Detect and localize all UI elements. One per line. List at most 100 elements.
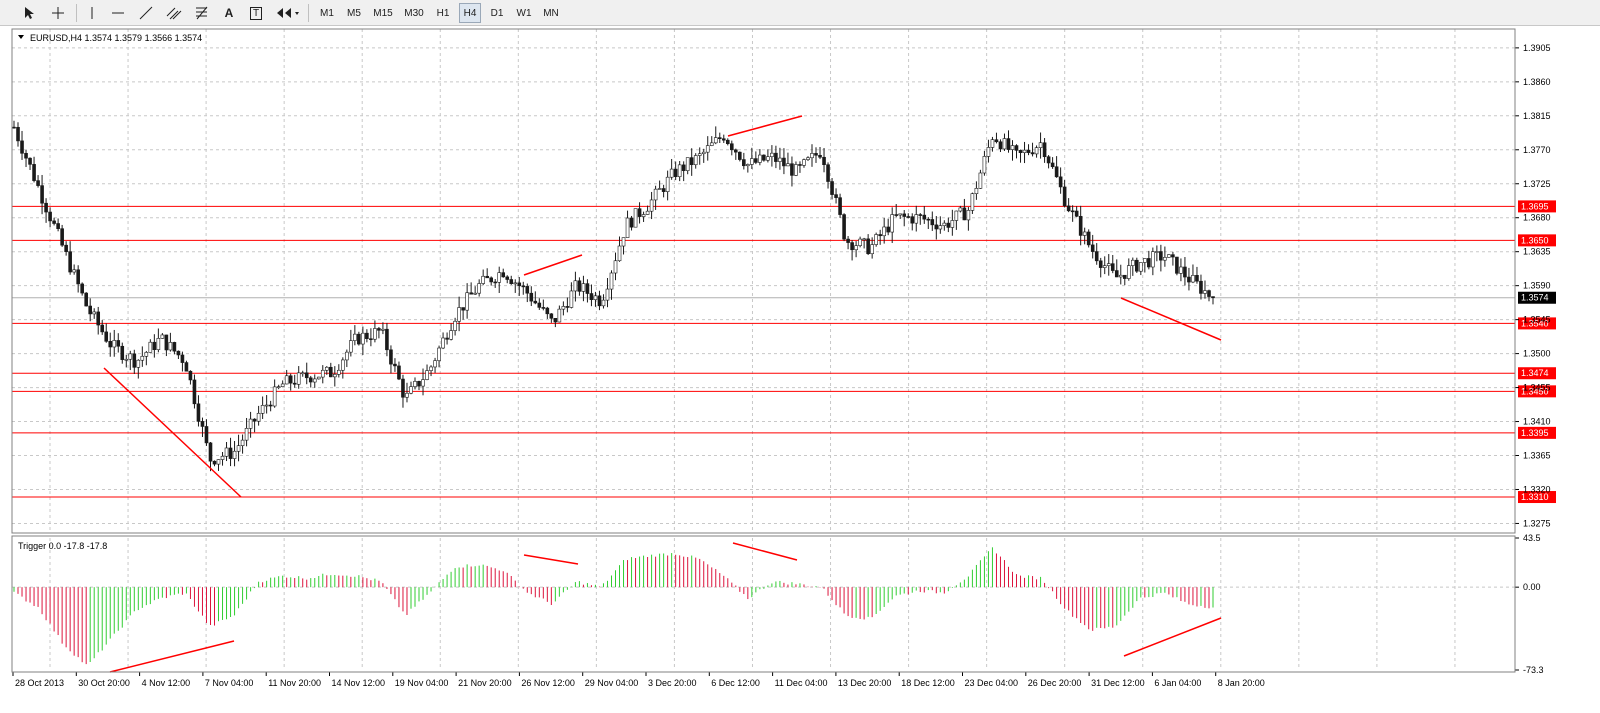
time-label: 6 Dec 12:00 xyxy=(711,678,760,688)
divergence-trendline[interactable] xyxy=(523,254,583,276)
candle xyxy=(918,213,923,225)
candle xyxy=(1006,130,1011,153)
timeframe-d1-button[interactable]: D1 xyxy=(490,7,504,19)
candle xyxy=(1110,254,1115,274)
candle xyxy=(64,241,68,256)
timeframe-m15-button[interactable]: M15 xyxy=(373,7,393,19)
level-price-label: 1.3450 xyxy=(1521,386,1549,396)
candle xyxy=(425,364,429,381)
candle xyxy=(204,419,209,446)
level-price-label: 1.3395 xyxy=(1521,428,1549,438)
divergence-trendline[interactable] xyxy=(1120,297,1222,341)
timeframe-mn-button[interactable]: MN xyxy=(543,7,559,19)
candle xyxy=(930,211,935,231)
level-price-tag xyxy=(1518,426,1556,439)
candle xyxy=(1078,205,1083,246)
candle xyxy=(300,370,305,377)
candle xyxy=(990,136,995,152)
candle xyxy=(838,193,842,218)
candle xyxy=(1155,245,1159,262)
timeframe-h4-button[interactable]: H4 xyxy=(459,3,481,23)
candle xyxy=(886,218,890,236)
time-label: 21 Nov 20:00 xyxy=(458,678,512,688)
price-label: 1.3410 xyxy=(1523,417,1551,427)
horizontal-line-icon[interactable] xyxy=(108,3,128,23)
candle xyxy=(729,140,734,156)
candle xyxy=(148,339,153,353)
candle xyxy=(970,192,975,214)
indicator-divergence-trendline[interactable] xyxy=(109,640,235,673)
candle xyxy=(657,180,662,190)
indicator-divergence-trendline[interactable] xyxy=(523,554,579,565)
candle xyxy=(457,296,461,332)
time-label: 23 Dec 04:00 xyxy=(965,678,1019,688)
candle xyxy=(369,328,373,347)
candle xyxy=(236,434,241,462)
candle xyxy=(493,279,498,288)
candle xyxy=(164,334,169,357)
vertical-line-icon[interactable] xyxy=(82,3,102,23)
indicator-divergence-trendline[interactable] xyxy=(732,542,798,561)
candle xyxy=(942,220,947,231)
candle xyxy=(982,150,987,176)
candle xyxy=(437,345,441,368)
candle xyxy=(345,349,349,368)
trendline-icon[interactable] xyxy=(136,3,156,23)
time-label: 7 Nov 04:00 xyxy=(205,678,254,688)
candle xyxy=(308,375,313,388)
candle xyxy=(834,188,838,204)
indicator-header: Trigger 0.0 -17.8 -17.8 xyxy=(18,541,107,551)
timeframe-h1-button[interactable]: H1 xyxy=(436,7,450,19)
fibonacci-icon[interactable] xyxy=(192,3,212,23)
candle xyxy=(509,275,514,285)
candle xyxy=(661,184,666,198)
channel-icon[interactable] xyxy=(164,3,184,23)
text-label-icon[interactable]: T xyxy=(246,3,266,23)
candle xyxy=(316,376,321,380)
candle xyxy=(116,333,121,353)
candle xyxy=(1098,257,1103,278)
crosshair-icon[interactable] xyxy=(48,3,68,23)
time-label: 11 Nov 20:00 xyxy=(268,678,321,688)
candle xyxy=(76,265,80,293)
candle xyxy=(617,236,622,262)
candle xyxy=(665,170,670,201)
candle xyxy=(786,152,790,167)
timeframe-w1-button[interactable]: W1 xyxy=(516,7,532,19)
candle xyxy=(361,326,365,355)
candle xyxy=(1074,206,1079,218)
candle xyxy=(934,216,939,240)
toolbar: A T M1 M5 M15 M30 H1 H4 D1 W1 MN xyxy=(0,0,1600,26)
chart-area[interactable]: 1.3695 1.3650 1.3540 1.3474 1.3450 1.3395 1.33… xyxy=(0,26,1600,708)
candle xyxy=(32,156,36,183)
candle xyxy=(605,277,610,308)
timeframe-m1-button[interactable]: M1 xyxy=(320,7,334,19)
candle xyxy=(312,374,317,388)
candle xyxy=(24,150,28,168)
indicator-frame xyxy=(11,535,1516,673)
candle xyxy=(152,334,157,358)
divergence-trendline[interactable] xyxy=(727,115,803,137)
timeframe-m30-button[interactable]: M30 xyxy=(404,7,424,19)
text-icon[interactable]: A xyxy=(224,6,234,20)
timeframe-m5-button[interactable]: M5 xyxy=(347,7,361,19)
divergence-trendline[interactable] xyxy=(103,367,242,498)
chart-menu-arrow-icon[interactable] xyxy=(18,35,24,39)
time-label: 29 Nov 04:00 xyxy=(585,678,639,688)
candle xyxy=(160,333,165,339)
candle xyxy=(770,145,774,167)
candle xyxy=(397,361,401,381)
cursor-icon[interactable] xyxy=(20,3,40,23)
candle xyxy=(489,276,493,286)
arrows-icon[interactable] xyxy=(274,3,302,23)
candle xyxy=(533,291,538,305)
indicator-divergence-trendline[interactable] xyxy=(1123,617,1222,657)
candle xyxy=(569,282,574,309)
candle xyxy=(734,148,738,160)
candle xyxy=(822,148,826,173)
candle xyxy=(1010,140,1015,161)
candle xyxy=(862,237,866,249)
candle xyxy=(705,136,710,161)
candle xyxy=(673,161,678,181)
candle xyxy=(473,286,477,295)
